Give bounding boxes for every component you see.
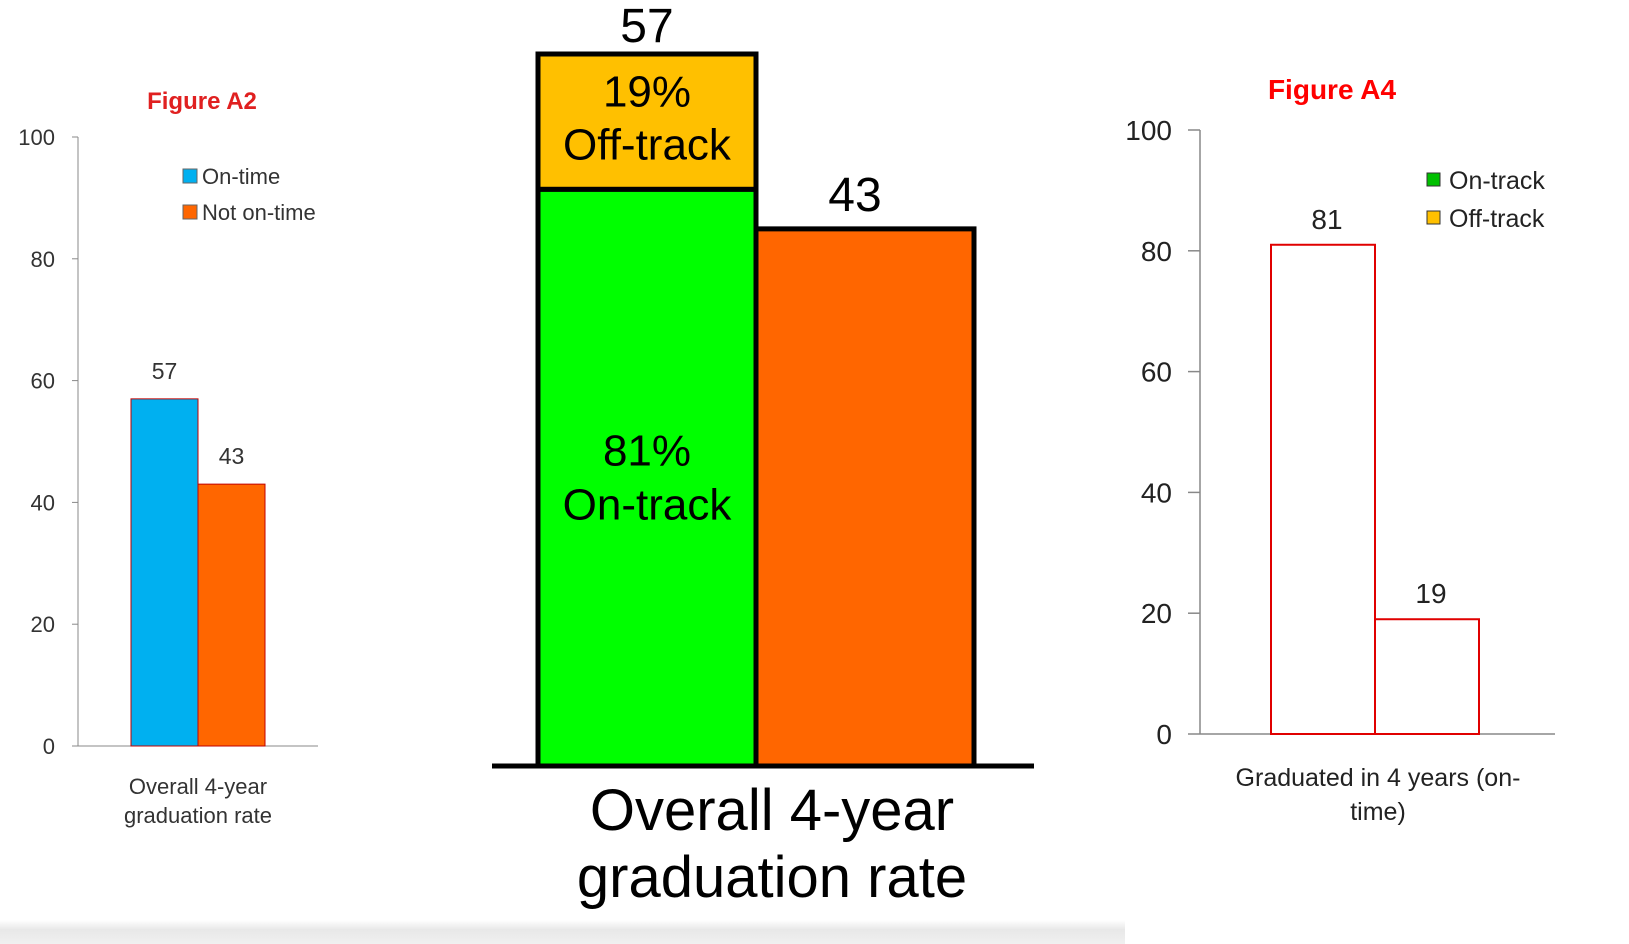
chart2-total-label-43: 43: [828, 169, 881, 222]
chart1-legend-swatch: [182, 168, 198, 184]
chart2-on-track-label: On-track: [563, 481, 733, 530]
chart2-on-track-percent: 81%: [603, 427, 691, 476]
chart3-y-tick-label: 40: [1141, 477, 1172, 508]
chart3-data-label: 81: [1311, 204, 1342, 235]
chart3-legend-label: Off-track: [1449, 205, 1545, 233]
chart1-x-label: graduation rate: [124, 803, 272, 828]
chart1-legend-swatch: [182, 204, 198, 220]
chart3-legend-label: On-track: [1449, 167, 1545, 195]
chart3-y-tick-label: 80: [1141, 236, 1172, 267]
chart1-legend-label: Not on-time: [202, 200, 316, 225]
chart1-x-label: Overall 4-year: [129, 774, 267, 799]
chart1-y-tick-label: 40: [31, 490, 55, 515]
chart3-bar-off-track: [1374, 618, 1480, 735]
chart3-y-tick-label: 0: [1156, 719, 1172, 750]
chart1-y-tick-label: 20: [31, 612, 55, 637]
chart1-y-tick-label: 60: [31, 369, 55, 394]
chart1-data-label: 43: [219, 443, 245, 469]
chart2-bar-not-on-time: [753, 226, 977, 769]
chart2-off-track-percent: 19%: [603, 68, 691, 117]
chart3-data-label: 19: [1415, 578, 1446, 609]
chart1-legend-label: On-time: [202, 164, 280, 189]
chart2-total-label-57: 57: [620, 0, 673, 53]
chart1-bar-on-time: [130, 398, 199, 747]
chart2-x-label-line2: graduation rate: [577, 845, 967, 910]
chart3-x-label: time): [1350, 798, 1406, 826]
chart3-y-tick-label: 20: [1141, 598, 1172, 629]
chart3-title: Figure A4: [1268, 74, 1397, 105]
chart2-off-track-label: Off-track: [563, 121, 732, 170]
chart2-x-label-line1: Overall 4-year: [590, 778, 954, 843]
chart3-y-tick-label: 60: [1141, 357, 1172, 388]
chart3-legend-swatch: [1426, 210, 1441, 225]
chart1-data-label: 57: [152, 358, 178, 384]
chart1-title: Figure A2: [147, 88, 257, 115]
chart1-y-tick-label: 80: [31, 247, 55, 272]
chart2-bar-off-track: [535, 51, 759, 192]
chart3-x-label: Graduated in 4 years (on-: [1236, 764, 1521, 792]
chart1-y-tick-label: 0: [43, 734, 55, 759]
bottom-band: [0, 920, 1125, 944]
chart3-y-tick-label: 100: [1125, 115, 1172, 146]
chart3-legend-swatch: [1426, 172, 1441, 187]
chart1-bar-not-on-time: [197, 483, 266, 747]
chart3-bar-on-track: [1270, 243, 1376, 735]
chart1-y-tick-label: 100: [18, 125, 55, 150]
chart2-bar-on-track: [535, 186, 759, 769]
